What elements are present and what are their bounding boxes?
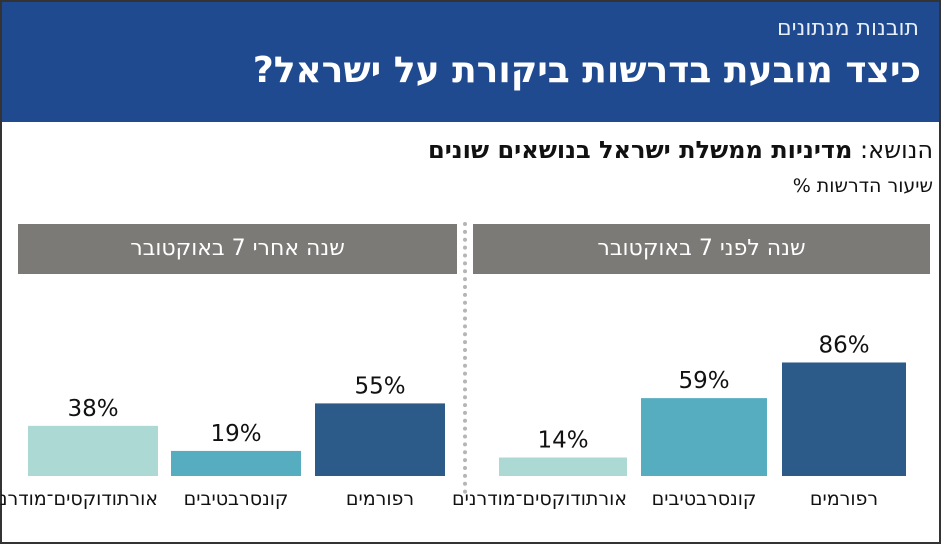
value-label-after-orthodox: 38% bbox=[67, 396, 118, 422]
header-banner: תובנות מנתונים כיצד מובעת בדרשות ביקורת … bbox=[2, 2, 939, 122]
category-label-before-reform: רפורמים bbox=[809, 488, 879, 510]
value-label-before-orthodox: 14% bbox=[537, 428, 588, 454]
bar-before-conservative bbox=[641, 398, 767, 476]
measure-label: שיעור הדרשות % bbox=[792, 175, 933, 197]
category-label-before-conservative: קונסרבטיבים bbox=[651, 488, 757, 510]
panel-title-after: שנה אחרי 7 באוקטובר bbox=[18, 224, 457, 274]
value-label-after-reform: 55% bbox=[354, 373, 405, 399]
panel-title-before: שנה לפני 7 באוקטובר bbox=[473, 224, 930, 274]
bar-after-orthodox bbox=[28, 425, 158, 476]
bar-after-reform bbox=[315, 403, 445, 476]
bar-after-conservative bbox=[171, 450, 301, 476]
value-label-after-conservative: 19% bbox=[210, 421, 261, 447]
value-label-before-reform: 86% bbox=[818, 332, 869, 358]
category-label-after-orthodox: אורתודוקסים־מודרנים bbox=[0, 488, 158, 510]
topic-line: הנושא: מדיניות ממשלת ישראל בנושאים שונים bbox=[428, 136, 933, 164]
header-kicker: תובנות מנתונים bbox=[777, 16, 919, 41]
value-label-before-conservative: 59% bbox=[678, 368, 729, 394]
category-label-after-reform: רפורמים bbox=[345, 488, 415, 510]
panel-divider bbox=[463, 222, 467, 494]
category-label-after-conservative: קונסרבטיבים bbox=[183, 488, 289, 510]
bar-before-reform bbox=[782, 362, 906, 476]
topic-value: מדיניות ממשלת ישראל בנושאים שונים bbox=[428, 136, 853, 164]
bar-before-orthodox bbox=[499, 457, 627, 476]
topic-label: הנושא: bbox=[860, 136, 933, 164]
category-label-before-orthodox: אורתודוקסים־מודרנים bbox=[452, 488, 627, 510]
page-title: כיצד מובעת בדרשות ביקורת על ישראל? bbox=[252, 50, 921, 91]
